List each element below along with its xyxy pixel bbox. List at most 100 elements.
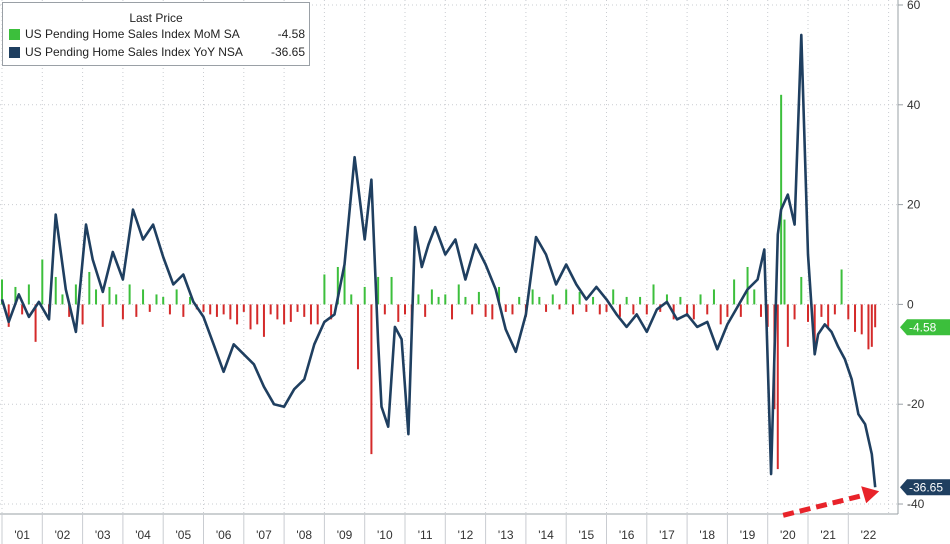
mom-bar <box>370 304 373 455</box>
legend-value-yoy: -36.65 <box>270 45 305 59</box>
x-tick-label: '14 <box>538 528 554 542</box>
x-tick-label: '15 <box>579 528 595 542</box>
mom-bar <box>511 304 514 315</box>
mom-bar <box>847 304 850 320</box>
yoy-line-layer <box>0 33 877 488</box>
mom-bar <box>498 286 501 305</box>
y-tick-label: 60 <box>907 0 921 12</box>
mom-bar <box>168 304 171 315</box>
mom-bar <box>303 304 306 317</box>
mom-bar <box>786 304 789 347</box>
mom-bar <box>249 304 252 330</box>
mom-bar <box>256 304 259 325</box>
mom-bar <box>142 289 145 305</box>
legend-item-yoy: US Pending Home Sales Index YoY NSA -36.… <box>9 45 305 61</box>
mom-bar <box>860 304 863 335</box>
mom-bar <box>618 304 621 317</box>
mom-bar <box>74 284 77 305</box>
mom-bar <box>484 304 487 317</box>
legend-label-yoy: US Pending Home Sales Index YoY NSA <box>25 45 243 59</box>
y-tick-label: 0 <box>907 297 914 311</box>
mom-bar <box>652 284 655 305</box>
mom-bar <box>625 296 628 305</box>
annotation-arrow-shaft <box>782 491 868 518</box>
mom-bar <box>870 304 873 347</box>
mom-bar <box>262 304 265 337</box>
mom-bar <box>343 264 346 305</box>
mom-bar <box>269 304 272 315</box>
mom-bar <box>283 304 286 325</box>
mom-bar <box>531 289 534 305</box>
mom-bar <box>800 276 803 305</box>
mom-bar <box>706 304 709 315</box>
mom-bar <box>430 289 433 305</box>
mom-bar <box>437 296 440 305</box>
mom-bar <box>356 304 359 370</box>
mom-bar <box>444 294 447 305</box>
mom-bars <box>1 94 877 470</box>
mom-bar <box>81 304 84 325</box>
mom-bar <box>558 304 561 310</box>
mom-bar <box>41 259 44 305</box>
mom-bar <box>316 304 319 325</box>
mom-bar <box>363 286 366 305</box>
x-tick-label: '17 <box>659 528 675 542</box>
mom-bar <box>377 276 380 305</box>
mom-bar <box>95 289 98 305</box>
mom-bar <box>598 304 601 315</box>
mom-bar <box>477 291 480 305</box>
legend-item-mom: US Pending Home Sales Index MoM SA -4.58 <box>9 27 305 43</box>
mom-bar <box>1 279 3 305</box>
mom-bar <box>592 296 595 305</box>
mom-bar <box>135 304 138 317</box>
legend-heading: Last Price <box>129 11 183 25</box>
axes: 60 40 20 0 -20 -40 '01 '02 '03 '04 '05 '06 '07 '08 '09… <box>0 0 925 544</box>
mom-bar <box>54 276 57 305</box>
marker-yoy-label: -36.65 <box>909 480 943 494</box>
x-tick-label: '10 <box>377 528 393 542</box>
mom-bar <box>712 289 715 305</box>
mom-bar <box>323 274 326 305</box>
mom-bar <box>679 296 682 305</box>
mom-bar <box>833 304 836 315</box>
mom-bar <box>491 304 494 320</box>
mom-bar <box>189 296 192 305</box>
mom-bar <box>692 304 695 320</box>
mom-bar <box>404 304 406 315</box>
mom-bar <box>578 291 581 305</box>
mom-bar <box>719 304 722 325</box>
x-tick-label: '05 <box>176 528 192 542</box>
x-tick-label: '19 <box>740 528 756 542</box>
x-tick-label: '20 <box>780 528 796 542</box>
mom-bar <box>276 304 279 320</box>
mom-bar <box>665 294 668 305</box>
x-tick-label: '21 <box>820 528 836 542</box>
mom-bar <box>518 296 521 305</box>
mom-bar <box>229 304 232 320</box>
mom-bar <box>457 284 460 305</box>
mom-bar <box>209 304 212 315</box>
mom-bar <box>202 304 205 312</box>
mom-bar <box>827 304 830 327</box>
mom-bar <box>417 294 420 305</box>
mom-bar <box>309 304 312 325</box>
mom-bar <box>121 304 124 320</box>
x-tick-label: '03 <box>95 528 111 542</box>
mom-bar <box>148 304 151 312</box>
mom-bar <box>162 296 165 305</box>
x-tick-label: '09 <box>337 528 353 542</box>
mom-bar <box>222 304 225 315</box>
mom-bar <box>632 304 635 315</box>
y-tick-label: -40 <box>907 497 925 511</box>
last-price-markers: -4.58 -36.65 <box>900 319 950 496</box>
x-tick-label: '02 <box>55 528 71 542</box>
mom-bar <box>504 304 507 312</box>
y-tick-label: 20 <box>907 198 921 212</box>
mom-bar <box>807 304 809 322</box>
mom-bar <box>236 304 239 325</box>
mom-bar <box>88 271 91 305</box>
x-tick-label: '04 <box>135 528 151 542</box>
x-tick-label: '16 <box>619 528 635 542</box>
mom-bar <box>867 304 870 350</box>
mom-bar <box>726 304 729 317</box>
